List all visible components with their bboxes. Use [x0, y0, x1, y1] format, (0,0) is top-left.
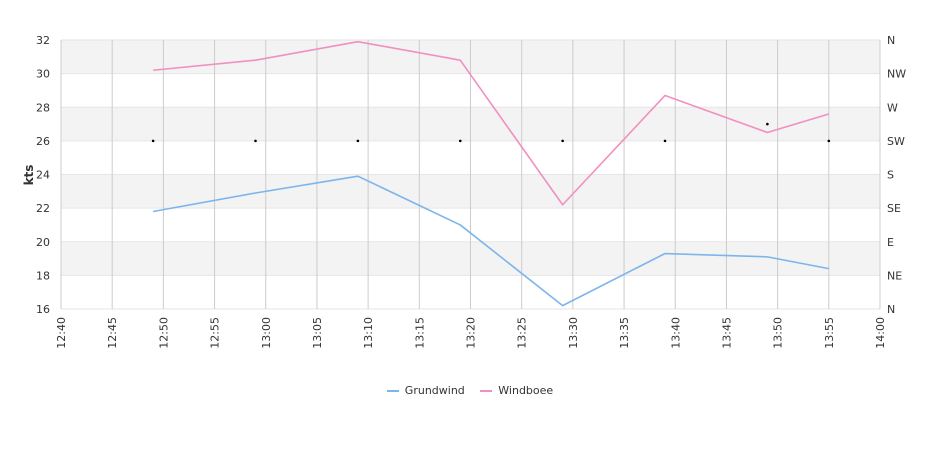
y2-tick-label: SW [887, 135, 905, 148]
x-tick-label: 13:50 [772, 317, 785, 349]
x-tick-label: 13:20 [465, 317, 478, 349]
y2-tick-label: W [887, 101, 898, 114]
y2-tick-label: N [887, 303, 895, 316]
y2-tick-label: E [887, 236, 894, 249]
x-tick-label: 13:45 [720, 317, 733, 349]
y-axis-ticks: 16 18 20 22 24 26 28 30 32 [36, 34, 50, 316]
legend-label: Grundwind [404, 384, 465, 397]
y-tick-label: 32 [36, 34, 50, 47]
y-tick-label: 26 [36, 135, 50, 148]
series-line-grundwind [152, 175, 829, 307]
y-tick-label: 16 [36, 303, 50, 316]
y-tick-label: 24 [36, 169, 50, 182]
x-tick-label: 13:15 [413, 317, 426, 349]
direction-marker [827, 139, 831, 143]
direction-marker [561, 139, 564, 143]
direction-marker [151, 139, 155, 143]
y-tick-label: 18 [36, 269, 50, 282]
x-tick-label: 13:00 [260, 317, 273, 349]
y-tick-label: 20 [36, 236, 50, 249]
y2-tick-label: NW [887, 68, 906, 81]
x-tick-label: 13:40 [669, 317, 682, 349]
x-tick-label: 12:40 [55, 317, 68, 349]
x-tick-label: 12:55 [209, 317, 222, 349]
x-tick-label: 12:45 [106, 317, 119, 349]
x-tick-label: 13:05 [311, 317, 324, 349]
legend-item-grundwind[interactable]: Grundwind [386, 384, 465, 397]
y-tick-label: 28 [36, 101, 50, 114]
x-tick-label: 13:30 [567, 317, 580, 349]
direction-marker [356, 139, 360, 143]
y2-tick-label: S [887, 169, 894, 182]
y2-tick-label: SE [887, 202, 901, 215]
x-tick-label: 13:10 [362, 317, 375, 349]
x-tick-label: 14:00 [874, 317, 887, 349]
legend: Grundwind Windboee [0, 384, 940, 397]
x-tick-label: 13:25 [516, 317, 529, 349]
series-line-windboee [153, 40, 830, 206]
direction-marker [663, 139, 667, 143]
y-tick-label: 22 [36, 202, 50, 215]
y2-axis-ticks: N NE E SE S SW W NW N [887, 34, 906, 316]
direction-marker [458, 139, 462, 143]
y-axis-title: kts [22, 165, 36, 186]
x-tick-label: 12:50 [157, 317, 170, 349]
x-axis-ticks: 12:40 12:45 12:50 12:55 13:00 13:05 13:10 13:15… [55, 317, 887, 349]
legend-label: Windboee [498, 384, 554, 397]
legend-swatch-icon [480, 390, 493, 392]
y2-tick-label: N [887, 34, 895, 47]
direction-marker [766, 122, 769, 126]
vertical-gridlines [60, 40, 881, 309]
legend-swatch-icon [386, 390, 399, 392]
x-tick-label: 13:35 [618, 317, 631, 349]
direction-markers [151, 122, 831, 143]
direction-marker [254, 139, 257, 143]
y-tick-label: 30 [36, 68, 50, 81]
y2-tick-label: NE [887, 269, 902, 282]
legend-item-windboee[interactable]: Windboee [480, 384, 553, 397]
x-tick-label: 13:55 [823, 317, 836, 349]
series-lines [152, 40, 830, 307]
